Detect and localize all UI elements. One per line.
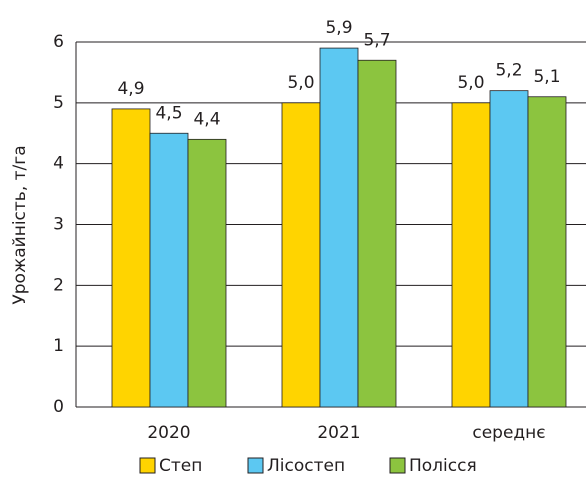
value-label: 5,0: [457, 73, 484, 93]
bar: [357, 59, 397, 408]
value-label: 5,0: [287, 73, 314, 93]
value-label: 5,9: [325, 18, 352, 38]
y-tick-label: 3: [53, 215, 64, 235]
bar: [451, 102, 491, 408]
bar: [489, 90, 529, 408]
y-tick-label: 6: [53, 32, 64, 52]
bar: [149, 132, 189, 408]
value-label: 4,9: [117, 79, 144, 99]
x-tick-label: 2021: [317, 423, 360, 443]
y-tick-label: 4: [53, 154, 64, 174]
legend-label: Лісостеп: [267, 456, 345, 476]
legend-swatch: [247, 457, 264, 474]
legend-swatch: [389, 457, 406, 474]
bar: [187, 138, 227, 408]
y-tick-label: 1: [53, 336, 64, 356]
bar: [319, 47, 359, 408]
y-tick-label: 2: [53, 275, 64, 295]
y-tick-label: 0: [53, 397, 64, 417]
value-label: 4,5: [155, 103, 182, 123]
value-label: 4,4: [193, 109, 220, 129]
value-label: 5,1: [533, 67, 560, 87]
value-label: 5,2: [495, 61, 522, 81]
legend-label: Степ: [159, 456, 202, 476]
bar: [111, 108, 151, 408]
x-tick-label: 2020: [147, 423, 190, 443]
legend-label: Полісся: [409, 456, 477, 476]
bar: [527, 96, 567, 408]
x-tick-label: середнє: [472, 423, 545, 443]
y-axis-label: Урожайність, т/га: [10, 145, 30, 304]
bar: [281, 102, 321, 408]
value-label: 5,7: [363, 30, 390, 50]
legend-swatch: [139, 457, 156, 474]
y-tick-label: 5: [53, 93, 64, 113]
